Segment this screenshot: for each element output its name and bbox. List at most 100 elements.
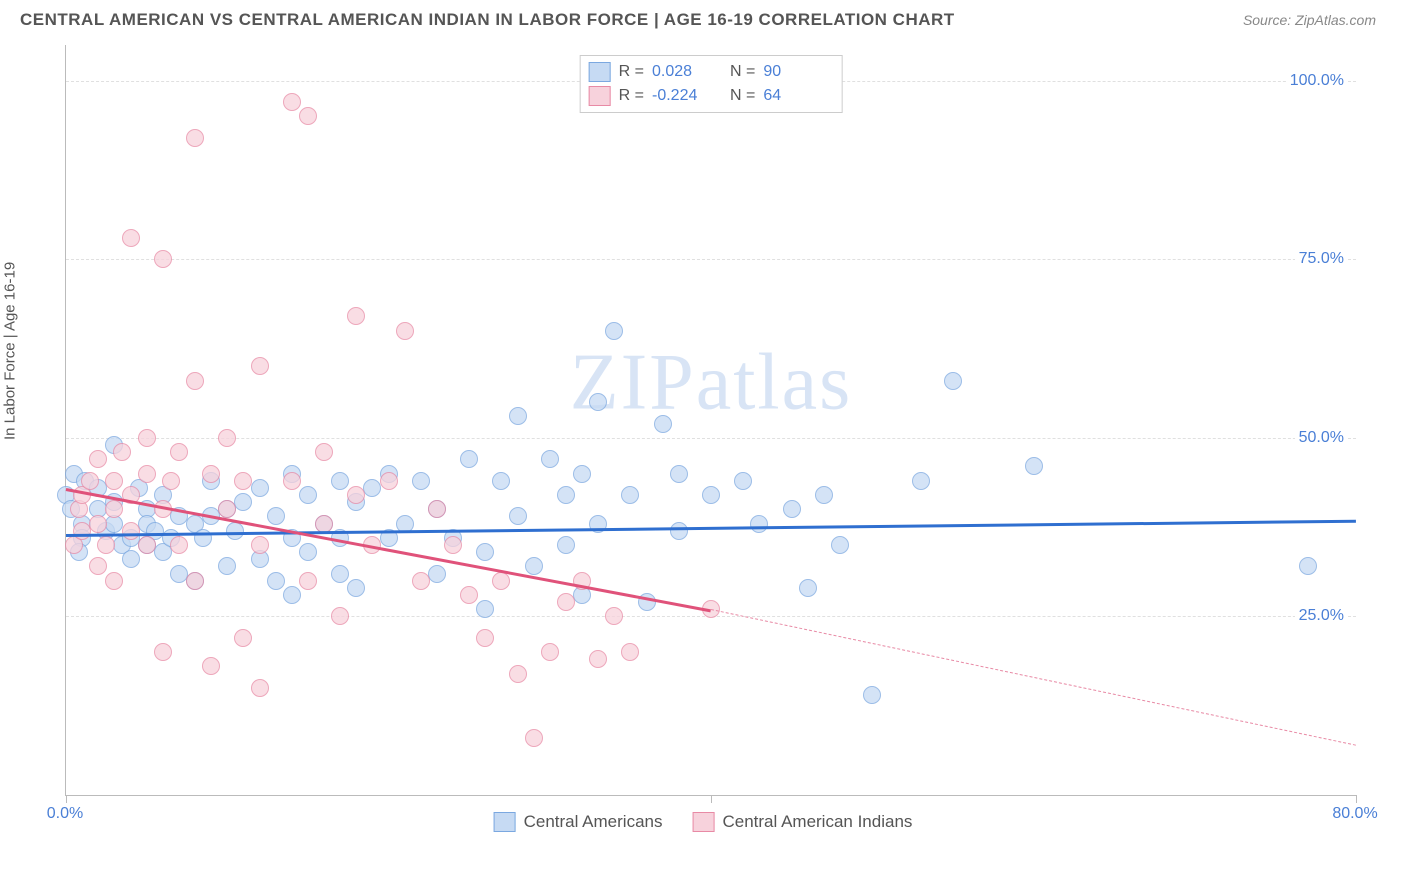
scatter-point: [105, 572, 123, 590]
legend-row: R =-0.224N =64: [589, 84, 834, 108]
legend-row: R =0.028N =90: [589, 60, 834, 84]
r-label: R =: [619, 60, 644, 84]
legend-swatch: [692, 812, 714, 832]
scatter-point: [170, 443, 188, 461]
scatter-point: [412, 572, 430, 590]
scatter-point: [81, 472, 99, 490]
scatter-point: [251, 479, 269, 497]
legend-swatch: [494, 812, 516, 832]
legend-item: Central Americans: [494, 812, 663, 832]
scatter-point: [605, 607, 623, 625]
scatter-point: [89, 557, 107, 575]
scatter-point: [654, 415, 672, 433]
x-tick-mark: [1356, 795, 1357, 803]
scatter-point: [815, 486, 833, 504]
scatter-point: [702, 486, 720, 504]
scatter-point: [944, 372, 962, 390]
scatter-point: [783, 500, 801, 518]
scatter-point: [234, 493, 252, 511]
y-tick-label: 25.0%: [1295, 607, 1348, 625]
chart-header: CENTRAL AMERICAN VS CENTRAL AMERICAN IND…: [0, 0, 1406, 35]
scatter-point: [226, 522, 244, 540]
scatter-point: [428, 565, 446, 583]
scatter-point: [267, 507, 285, 525]
x-tick-mark: [711, 795, 712, 803]
y-tick-label: 100.0%: [1286, 72, 1348, 90]
x-tick-label: 80.0%: [1332, 805, 1377, 823]
scatter-point: [202, 657, 220, 675]
scatter-point: [299, 543, 317, 561]
x-tick-mark: [66, 795, 67, 803]
scatter-point: [347, 486, 365, 504]
scatter-point: [734, 472, 752, 490]
scatter-point: [670, 465, 688, 483]
scatter-point: [621, 643, 639, 661]
scatter-point: [460, 586, 478, 604]
plot-area: ZIPatlas R =0.028N =90R =-0.224N =64 25.…: [65, 45, 1356, 796]
scatter-point: [138, 429, 156, 447]
scatter-point: [460, 450, 478, 468]
scatter-point: [251, 679, 269, 697]
r-value: 0.028: [652, 60, 722, 84]
scatter-point: [89, 515, 107, 533]
scatter-point: [162, 472, 180, 490]
scatter-point: [670, 522, 688, 540]
scatter-point: [122, 229, 140, 247]
scatter-point: [315, 443, 333, 461]
scatter-point: [428, 500, 446, 518]
scatter-point: [186, 572, 204, 590]
scatter-point: [396, 322, 414, 340]
scatter-point: [202, 465, 220, 483]
scatter-point: [331, 472, 349, 490]
r-value: -0.224: [652, 84, 722, 108]
trend-line: [711, 609, 1356, 746]
scatter-point: [299, 486, 317, 504]
scatter-point: [912, 472, 930, 490]
scatter-point: [621, 486, 639, 504]
scatter-point: [444, 536, 462, 554]
scatter-point: [138, 536, 156, 554]
scatter-point: [492, 572, 510, 590]
scatter-point: [218, 557, 236, 575]
scatter-point: [380, 472, 398, 490]
scatter-point: [557, 536, 575, 554]
scatter-point: [412, 472, 430, 490]
gridline: [66, 259, 1356, 260]
scatter-point: [1299, 557, 1317, 575]
scatter-point: [541, 450, 559, 468]
scatter-point: [218, 429, 236, 447]
y-tick-label: 75.0%: [1295, 250, 1348, 268]
n-value: 90: [763, 60, 833, 84]
scatter-point: [863, 686, 881, 704]
scatter-point: [234, 472, 252, 490]
gridline: [66, 438, 1356, 439]
scatter-point: [509, 665, 527, 683]
scatter-point: [299, 107, 317, 125]
scatter-point: [589, 393, 607, 411]
scatter-point: [218, 500, 236, 518]
r-label: R =: [619, 84, 644, 108]
scatter-point: [509, 407, 527, 425]
chart-container: In Labor Force | Age 16-19 ZIPatlas R =0…: [20, 40, 1386, 840]
scatter-point: [525, 729, 543, 747]
scatter-point: [267, 572, 285, 590]
scatter-point: [186, 372, 204, 390]
scatter-point: [525, 557, 543, 575]
scatter-point: [347, 307, 365, 325]
chart-title: CENTRAL AMERICAN VS CENTRAL AMERICAN IND…: [20, 10, 955, 30]
scatter-point: [476, 629, 494, 647]
correlation-legend: R =0.028N =90R =-0.224N =64: [580, 55, 843, 113]
scatter-point: [331, 607, 349, 625]
scatter-point: [557, 593, 575, 611]
scatter-point: [799, 579, 817, 597]
scatter-point: [97, 536, 115, 554]
scatter-point: [251, 357, 269, 375]
y-axis-label: In Labor Force | Age 16-19: [2, 262, 19, 440]
scatter-point: [831, 536, 849, 554]
legend-item: Central American Indians: [692, 812, 912, 832]
scatter-point: [170, 536, 188, 554]
scatter-point: [541, 643, 559, 661]
scatter-point: [331, 565, 349, 583]
trend-line: [66, 520, 1356, 537]
scatter-point: [476, 600, 494, 618]
